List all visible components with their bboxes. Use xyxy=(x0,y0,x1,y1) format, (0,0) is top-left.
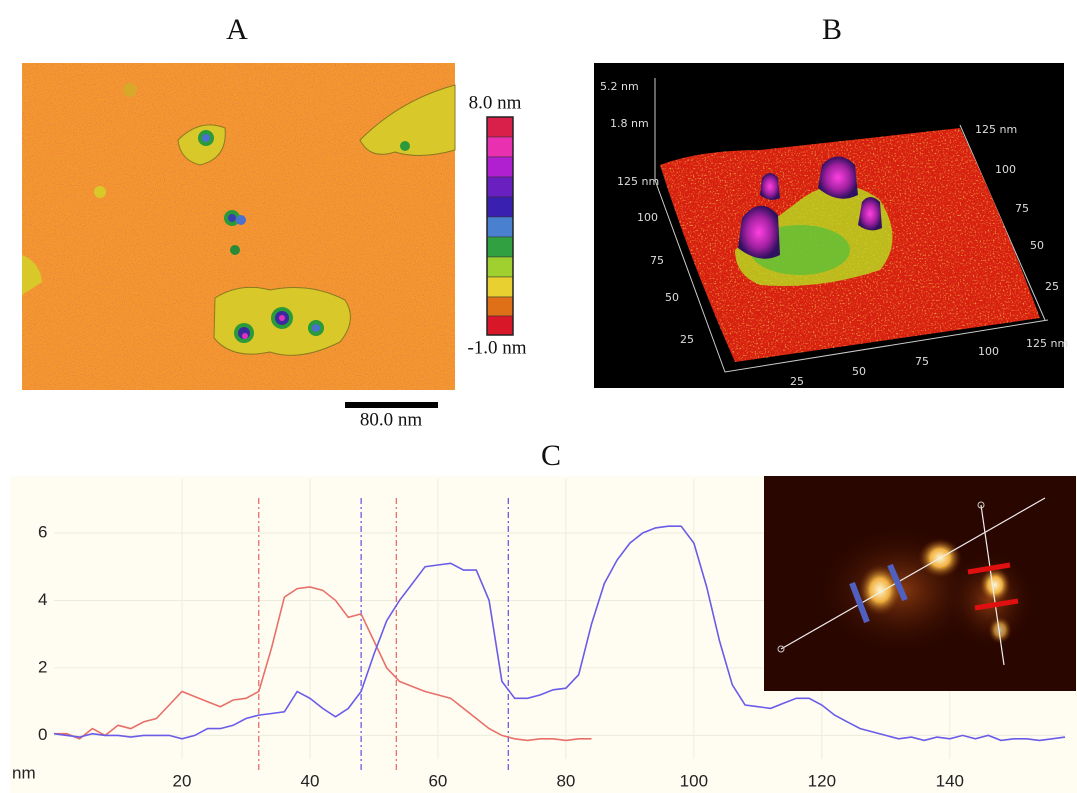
x-axis-label: 75 xyxy=(915,355,929,368)
afm-features xyxy=(22,83,456,356)
panel-label: C xyxy=(541,439,561,472)
z-label: 5.2 nm xyxy=(600,80,639,93)
x-tick-label: 120 xyxy=(808,771,836,790)
y-tick-label: 0 xyxy=(38,725,47,744)
x-tick-label: 60 xyxy=(428,771,447,790)
panel-a: A xyxy=(22,13,527,430)
x-tick-label: 140 xyxy=(936,771,964,790)
y-axis-label: 75 xyxy=(650,254,664,267)
x-axis-label: 125 nm xyxy=(1026,337,1068,350)
colorbar-min: -1.0 nm xyxy=(467,337,526,358)
x-tick-label: 100 xyxy=(680,771,708,790)
x-axis-label: 25 xyxy=(790,375,804,388)
y-axis-label: 50 xyxy=(665,291,679,304)
x-axis-label: 75 xyxy=(1015,202,1029,215)
z-label: 1.8 nm xyxy=(610,117,649,130)
y-axis-label: 25 xyxy=(680,333,694,346)
line-series xyxy=(53,525,1066,742)
line-series xyxy=(54,586,592,742)
surface-features xyxy=(735,156,893,286)
panel-c: C 0 2 4 6 20 40 60 80 100 120 140 nm xyxy=(10,439,1077,793)
x-tick-label: 40 xyxy=(300,771,319,790)
x-axis-label: 25 xyxy=(1045,280,1059,293)
panel-b: B 5.2 nm 1.8 nm 125 nm 100 75 50 25 125 nm 100 75… xyxy=(594,13,1068,388)
panel-label: B xyxy=(822,13,842,46)
y-axis-label: 125 nm xyxy=(617,175,659,188)
scale-bar-label: 80.0 nm xyxy=(360,409,423,430)
y-tick-label: 6 xyxy=(38,522,47,541)
scale-bar xyxy=(345,402,438,408)
inset-image xyxy=(764,476,1076,691)
y-axis-label: nm xyxy=(12,763,36,782)
x-axis-label: 125 nm xyxy=(975,123,1017,136)
x-axis-label: 100 xyxy=(978,345,999,358)
y-tick-label: 4 xyxy=(38,590,47,609)
colorbar xyxy=(486,116,514,336)
colorbar-max: 8.0 nm xyxy=(469,92,522,113)
x-axis-label: 100 xyxy=(995,163,1016,176)
x-tick-label: 80 xyxy=(556,771,575,790)
x-axis-label: 50 xyxy=(852,365,866,378)
y-axis-label: 100 xyxy=(637,211,658,224)
x-tick-label: 20 xyxy=(173,771,192,790)
panel-label: A xyxy=(226,13,248,46)
x-axis-label: 50 xyxy=(1030,239,1044,252)
y-tick-label: 2 xyxy=(38,657,47,676)
